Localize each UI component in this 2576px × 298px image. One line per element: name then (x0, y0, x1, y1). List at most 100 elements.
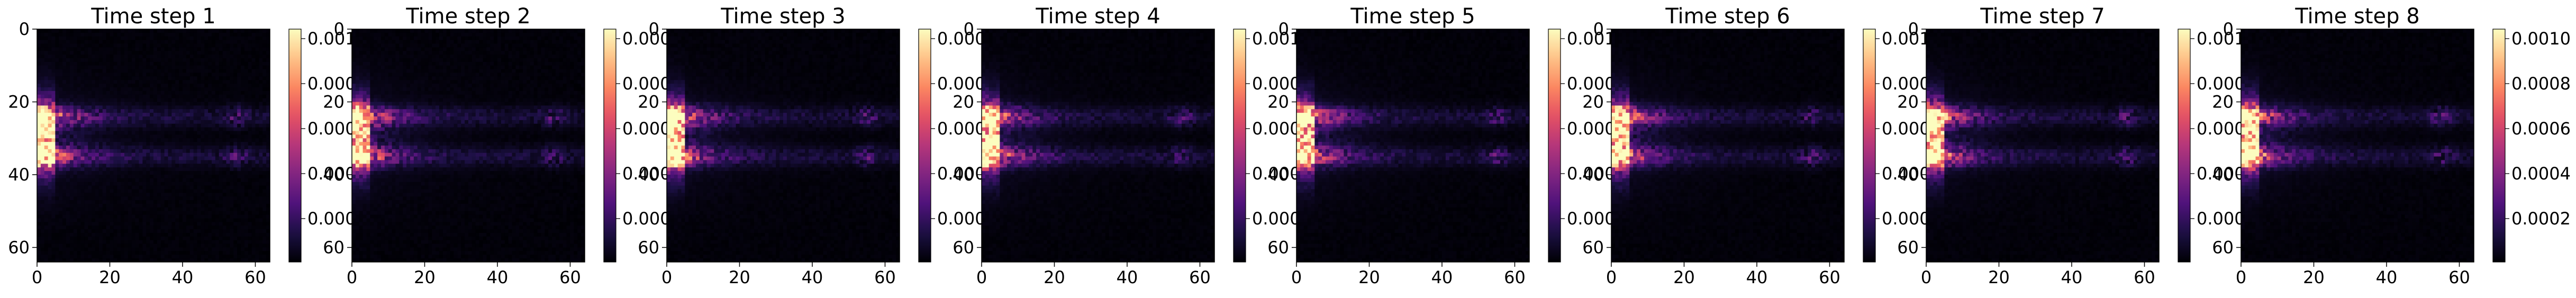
heatmap-cell (41, 29, 44, 33)
heatmap-cell (256, 55, 259, 58)
heatmap-cell (226, 47, 230, 51)
heatmap-cell (230, 37, 233, 40)
heatmap-cell (55, 66, 59, 69)
heatmap-cell (92, 33, 95, 37)
heatmap-cell (124, 47, 128, 51)
heatmap-cell (197, 55, 201, 58)
heatmap-cell (230, 44, 233, 48)
heatmap-cell (171, 66, 175, 69)
heatmap-cell (106, 44, 110, 48)
heatmap-cell (201, 40, 204, 44)
heatmap-cell (259, 40, 262, 44)
heatmap-cell (165, 51, 168, 55)
heatmap-cell (88, 47, 92, 51)
heatmap-cell (248, 33, 252, 37)
heatmap-cell (223, 51, 226, 55)
heatmap-cell (88, 33, 92, 37)
heatmap-cell (95, 66, 99, 69)
heatmap-cell (41, 37, 44, 40)
heatmap-cell (52, 37, 56, 40)
heatmap-cell (190, 62, 194, 66)
heatmap-cell (70, 55, 74, 58)
heatmap-cell (194, 44, 197, 48)
heatmap-cell (179, 47, 183, 51)
heatmap-cell (92, 40, 95, 44)
heatmap-cell (62, 40, 66, 44)
heatmap-cell (168, 51, 172, 55)
heatmap-cell (121, 29, 124, 33)
heatmap-cell (142, 51, 146, 55)
heatmap-cell (190, 58, 194, 62)
heatmap-cell (48, 37, 52, 40)
heatmap-cell (117, 44, 121, 48)
heatmap-cell (74, 58, 77, 62)
heatmap-cell (204, 55, 208, 58)
heatmap-cell (70, 66, 74, 69)
heatmap-cell (66, 55, 70, 58)
heatmap-cell (113, 55, 117, 58)
heatmap-cell (168, 37, 172, 40)
heatmap-cell (88, 55, 92, 58)
heatmap-cell (44, 40, 48, 44)
heatmap-cell (52, 58, 56, 62)
heatmap-cell (252, 58, 256, 62)
heatmap-cell (37, 44, 41, 48)
heatmap-cell (37, 29, 41, 33)
heatmap-cell (248, 55, 252, 58)
heatmap-cell (139, 37, 143, 40)
heatmap-cell (197, 47, 201, 51)
heatmap-cell (256, 33, 259, 37)
heatmap-cell (168, 66, 172, 69)
heatmap-cell (95, 37, 99, 40)
heatmap-cell (259, 58, 262, 62)
heatmap-cell (74, 66, 77, 69)
heatmap-cell (146, 29, 150, 33)
heatmap-cell (128, 44, 132, 48)
heatmap-cell (262, 33, 266, 37)
heatmap-cell (81, 47, 85, 51)
heatmap-cell (153, 66, 157, 69)
heatmap-cell (237, 40, 241, 44)
heatmap-cell (150, 40, 153, 44)
heatmap-cell (197, 40, 201, 44)
heatmap-cell (259, 55, 262, 58)
heatmap-cell (41, 66, 44, 69)
heatmap-cell (157, 55, 161, 58)
heatmap-cell (223, 37, 226, 40)
heatmap-cell (259, 29, 262, 33)
heatmap-cell (110, 29, 114, 33)
heatmap-cell (142, 37, 146, 40)
heatmap-cell (70, 47, 74, 51)
heatmap-cell (146, 58, 150, 62)
heatmap-cell (59, 33, 62, 37)
heatmap-cell (37, 51, 41, 55)
heatmap-cell (219, 66, 223, 69)
heatmap-cell (219, 58, 223, 62)
heatmap-cell (142, 55, 146, 58)
heatmap-cell (212, 44, 215, 48)
heatmap-cell (52, 29, 56, 33)
heatmap-cell (70, 29, 74, 33)
heatmap-cell (179, 33, 183, 37)
heatmap-cell (208, 51, 212, 55)
heatmap-cell (175, 66, 179, 69)
heatmap-cell (175, 40, 179, 44)
heatmap-cell (66, 33, 70, 37)
heatmap-cell (59, 66, 62, 69)
heatmap-cell (157, 37, 161, 40)
heatmap-cell (106, 47, 110, 51)
heatmap-cell (70, 37, 74, 40)
heatmap-cell (219, 62, 223, 66)
heatmap-cell (117, 66, 121, 69)
heatmap-cell (161, 44, 165, 48)
heatmap-cell (135, 29, 139, 33)
heatmap-cell (44, 44, 48, 48)
heatmap-cell (153, 47, 157, 51)
heatmap-cell (77, 37, 81, 40)
heatmap-cell (194, 66, 197, 69)
heatmap-cell (171, 51, 175, 55)
heatmap-cell (92, 44, 95, 48)
heatmap-cell (132, 29, 135, 33)
heatmap-cell (77, 33, 81, 37)
heatmap-cell (142, 29, 146, 33)
